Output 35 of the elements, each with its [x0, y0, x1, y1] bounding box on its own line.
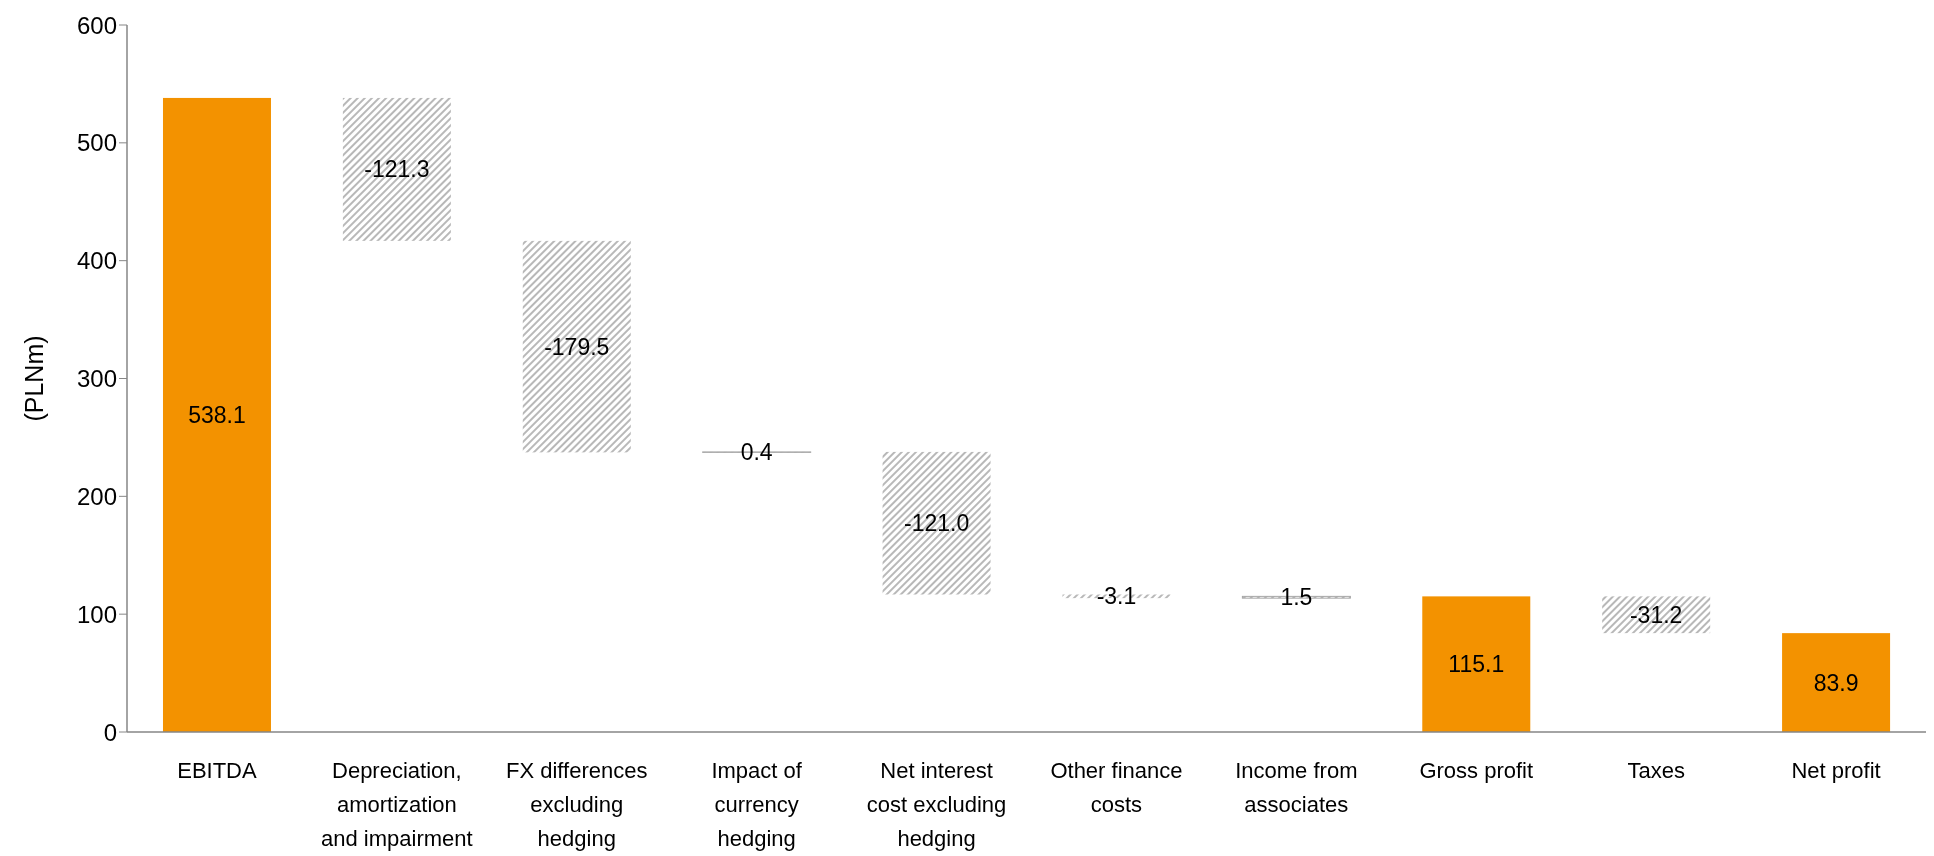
x-tick-label: Taxes — [1627, 758, 1685, 783]
x-tick-label: Gross profit — [1419, 758, 1534, 783]
x-tick-label: Net interest cost excluding hedging — [866, 758, 1007, 851]
x-tick-label: EBITDA — [177, 758, 257, 783]
y-tick-label: 300 — [76, 365, 117, 393]
bar — [342, 97, 451, 241]
y-tick-label: 600 — [76, 11, 117, 39]
y-tick-label: 0 — [103, 718, 117, 746]
x-tick-label: Impact of currency hedging — [711, 758, 803, 851]
data-label: -121.3 — [364, 156, 430, 183]
y-tick-label: 400 — [76, 247, 117, 275]
data-label: 83.9 — [1813, 669, 1859, 696]
data-label: 1.5 — [1280, 584, 1313, 611]
data-label: -179.5 — [544, 333, 610, 360]
bar — [882, 451, 991, 595]
data-label: -3.1 — [1096, 583, 1137, 610]
bar — [1422, 596, 1531, 732]
y-tick-label: 500 — [76, 129, 117, 157]
x-tick-label: Net profit — [1791, 758, 1881, 783]
x-tick-label: Depreciation, amortization and impairment — [321, 758, 473, 851]
data-label: 0.4 — [740, 439, 773, 466]
data-label: -121.0 — [903, 510, 970, 537]
bar — [1782, 633, 1891, 732]
data-label: -31.2 — [1629, 601, 1683, 628]
y-tick-label: 200 — [76, 482, 117, 510]
data-label: 115.1 — [1448, 651, 1505, 678]
x-tick-label: Income from associates — [1235, 758, 1358, 817]
x-tick-label: FX differences excluding hedging — [506, 758, 648, 851]
x-tick-label: Other finance costs — [1050, 758, 1183, 817]
bar — [522, 240, 631, 453]
y-axis-title: (PLNm) — [20, 335, 48, 422]
y-tick-label: 100 — [76, 600, 117, 628]
data-label: 538.1 — [188, 401, 246, 428]
bar — [162, 97, 271, 732]
bar — [1602, 596, 1711, 634]
